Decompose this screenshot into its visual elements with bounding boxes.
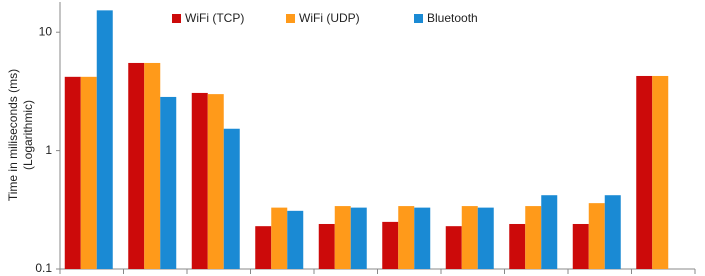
y-tick-label: 1	[45, 143, 52, 157]
bar	[80, 76, 97, 270]
y-tick-label: 0.1	[35, 261, 52, 275]
bar	[64, 76, 81, 270]
bar	[128, 62, 145, 270]
bar	[160, 96, 177, 269]
bar	[191, 92, 208, 270]
bar	[144, 62, 161, 270]
bar	[461, 206, 478, 269]
bar	[223, 128, 240, 269]
bar	[350, 207, 367, 269]
y-tick-label: 10	[39, 24, 53, 38]
y-axis-label: (Logarithmic)	[21, 100, 35, 170]
legend-swatch	[286, 14, 295, 23]
bar	[318, 223, 335, 269]
bar	[382, 221, 399, 269]
bar	[398, 206, 415, 269]
legend-label: WiFi (UDP)	[299, 11, 360, 25]
bar	[287, 210, 304, 269]
bar	[588, 203, 605, 269]
legend-swatch	[414, 14, 423, 23]
bar	[541, 195, 558, 269]
bar	[255, 226, 272, 269]
legend-swatch	[172, 14, 181, 23]
legend-label: WiFi (TCP)	[185, 11, 244, 25]
bar	[271, 207, 288, 269]
bar	[96, 10, 113, 269]
bar	[572, 223, 589, 269]
bar	[445, 226, 462, 269]
bar	[334, 206, 351, 269]
bar	[414, 207, 431, 269]
y-axis-label: Time in miliseconds (ms)	[6, 69, 20, 201]
bar	[525, 206, 542, 269]
bar	[207, 94, 224, 270]
bar	[652, 75, 669, 269]
bar	[509, 223, 526, 269]
bar	[604, 195, 621, 269]
bar	[636, 75, 653, 269]
bar	[477, 207, 494, 269]
legend-label: Bluetooth	[427, 11, 478, 25]
